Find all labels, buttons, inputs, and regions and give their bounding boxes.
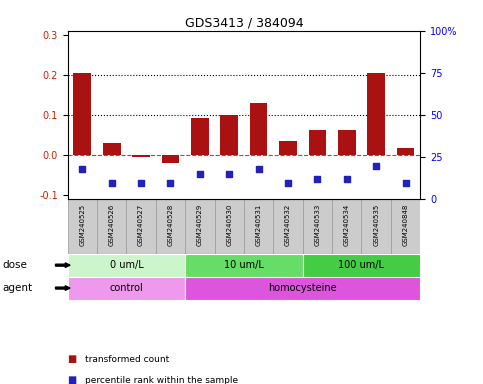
Text: ■: ■: [68, 354, 77, 364]
Bar: [391, 199, 420, 254]
Bar: [303, 254, 420, 276]
Bar: [250, 103, 268, 155]
Point: [78, 166, 86, 172]
Text: ■: ■: [68, 375, 77, 384]
Bar: [332, 199, 361, 254]
Text: GSM240848: GSM240848: [402, 204, 409, 246]
Bar: [244, 199, 273, 254]
Text: GSM240533: GSM240533: [314, 204, 320, 246]
Title: GDS3413 / 384094: GDS3413 / 384094: [185, 17, 303, 30]
Text: control: control: [110, 283, 143, 293]
Point: [137, 180, 145, 186]
Bar: [97, 199, 127, 254]
Bar: [73, 73, 91, 155]
Point: [284, 180, 292, 186]
Text: GSM240525: GSM240525: [79, 204, 85, 246]
Text: GSM240532: GSM240532: [285, 204, 291, 246]
Text: GSM240534: GSM240534: [344, 204, 350, 246]
Point: [255, 166, 262, 172]
Text: 100 um/L: 100 um/L: [339, 260, 384, 270]
Text: GSM240527: GSM240527: [138, 204, 144, 246]
Point: [108, 180, 115, 186]
Point: [372, 163, 380, 169]
Text: GSM240529: GSM240529: [197, 204, 203, 246]
Bar: [103, 143, 120, 155]
Point: [167, 180, 174, 186]
Bar: [214, 199, 244, 254]
Point: [343, 176, 351, 182]
Point: [226, 171, 233, 177]
Text: GSM240526: GSM240526: [109, 204, 114, 246]
Point: [402, 180, 410, 186]
Text: GSM240530: GSM240530: [226, 204, 232, 246]
Bar: [220, 115, 238, 155]
Bar: [68, 199, 97, 254]
Bar: [303, 199, 332, 254]
Text: 10 um/L: 10 um/L: [224, 260, 264, 270]
Text: homocysteine: homocysteine: [269, 283, 337, 293]
Bar: [273, 199, 303, 254]
Bar: [127, 199, 156, 254]
Bar: [156, 199, 185, 254]
Bar: [68, 254, 185, 276]
Text: dose: dose: [2, 260, 28, 270]
Text: transformed count: transformed count: [85, 354, 169, 364]
Bar: [361, 199, 391, 254]
Point: [196, 171, 204, 177]
Point: [313, 176, 321, 182]
Text: GSM240531: GSM240531: [256, 204, 262, 246]
Bar: [397, 148, 414, 155]
Bar: [185, 254, 303, 276]
Bar: [185, 199, 214, 254]
Bar: [367, 73, 385, 155]
Text: percentile rank within the sample: percentile rank within the sample: [85, 376, 238, 384]
Bar: [191, 118, 209, 155]
Text: agent: agent: [2, 283, 32, 293]
Bar: [185, 276, 420, 300]
Text: 0 um/L: 0 um/L: [110, 260, 143, 270]
Text: GSM240535: GSM240535: [373, 204, 379, 246]
Bar: [68, 276, 185, 300]
Bar: [279, 141, 297, 155]
Bar: [132, 155, 150, 157]
Bar: [162, 155, 179, 162]
Bar: [309, 130, 326, 155]
Bar: [338, 130, 355, 155]
Text: GSM240528: GSM240528: [168, 204, 173, 246]
